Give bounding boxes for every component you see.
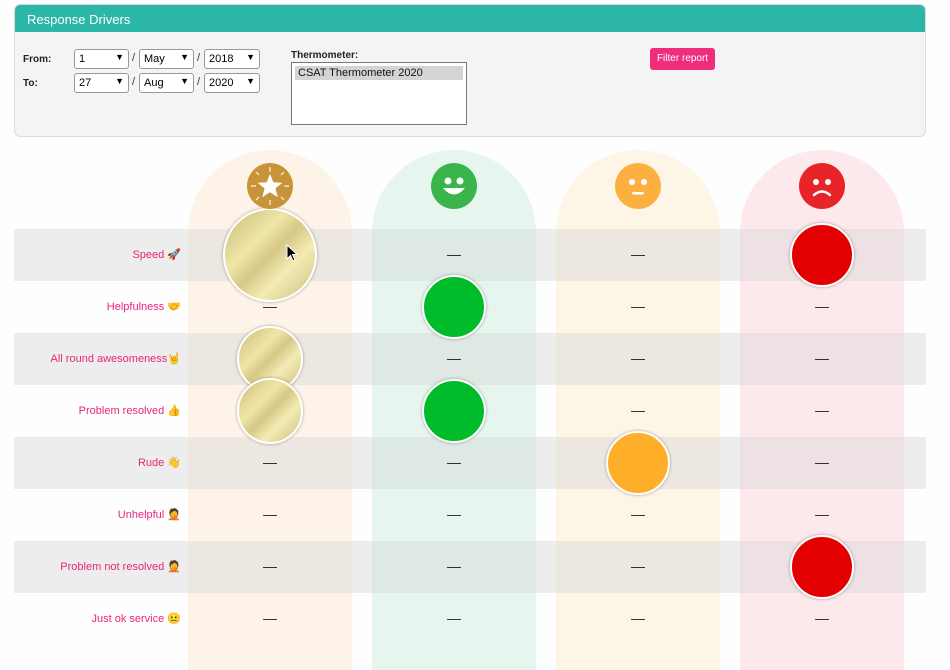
to-label: To: xyxy=(23,78,38,89)
empty-dash xyxy=(263,463,277,464)
empty-dash xyxy=(631,619,645,620)
empty-dash xyxy=(263,515,277,516)
chevron-down-icon: ▼ xyxy=(246,52,255,62)
driver-label: Unhelpful 🤦 xyxy=(117,509,181,521)
driver-row: Problem resolved 👍 xyxy=(14,385,926,437)
filter-report-button[interactable]: Filter report xyxy=(650,48,715,70)
from-label: From: xyxy=(23,54,52,65)
empty-dash xyxy=(815,463,829,464)
from-month-select[interactable]: May ▼ xyxy=(139,49,194,69)
empty-dash xyxy=(447,619,461,620)
neutral-face-icon xyxy=(615,163,661,209)
driver-row: Helpfulness 🤝 xyxy=(14,281,926,333)
mouse-pointer-icon xyxy=(286,244,298,262)
driver-bubble[interactable] xyxy=(422,379,486,443)
empty-dash xyxy=(631,411,645,412)
driver-row: All round awesomeness🤘 xyxy=(14,333,926,385)
driver-bubble[interactable] xyxy=(237,378,303,444)
empty-dash xyxy=(631,255,645,256)
empty-dash xyxy=(263,619,277,620)
driver-label: Helpfulness 🤝 xyxy=(106,301,181,313)
chevron-down-icon: ▼ xyxy=(180,76,189,86)
driver-label: Just ok service 😐 xyxy=(91,613,182,625)
chevron-down-icon: ▼ xyxy=(115,76,124,86)
empty-dash xyxy=(447,255,461,256)
driver-row: Speed 🚀 xyxy=(14,229,926,281)
driver-bubble[interactable] xyxy=(223,208,317,302)
empty-dash xyxy=(815,515,829,516)
empty-dash xyxy=(631,359,645,360)
driver-label: Speed 🚀 xyxy=(132,249,181,261)
driver-bubble[interactable] xyxy=(422,275,486,339)
driver-bubble[interactable] xyxy=(606,431,670,495)
empty-dash xyxy=(815,619,829,620)
empty-dash xyxy=(447,515,461,516)
driver-row: Rude 👋 xyxy=(14,437,926,489)
sad-face-icon xyxy=(799,163,845,209)
empty-dash xyxy=(447,567,461,568)
empty-dash xyxy=(631,307,645,308)
chevron-down-icon: ▼ xyxy=(115,52,124,62)
happy-face-icon xyxy=(431,163,477,209)
driver-row: Unhelpful 🤦 xyxy=(14,489,926,541)
driver-row: Problem not resolved 🤦 xyxy=(14,541,926,593)
driver-bubble[interactable] xyxy=(790,535,854,599)
empty-dash xyxy=(815,411,829,412)
empty-dash xyxy=(263,567,277,568)
from-day-select[interactable]: 1 ▼ xyxy=(74,49,129,69)
thermometer-option[interactable]: CSAT Thermometer 2020 xyxy=(295,66,463,80)
thermometer-listbox[interactable]: CSAT Thermometer 2020 xyxy=(291,62,467,125)
empty-dash xyxy=(631,567,645,568)
driver-row: Just ok service 😐 xyxy=(14,593,926,645)
chevron-down-icon: ▼ xyxy=(246,76,255,86)
driver-label: Problem not resolved 🤦 xyxy=(60,561,181,573)
response-drivers-panel: Response Drivers xyxy=(14,4,926,137)
to-month-select[interactable]: Aug ▼ xyxy=(139,73,194,93)
empty-dash xyxy=(631,515,645,516)
driver-bubble[interactable] xyxy=(790,223,854,287)
to-year-select[interactable]: 2020 ▼ xyxy=(204,73,260,93)
driver-label: Rude 👋 xyxy=(137,457,181,469)
empty-dash xyxy=(263,307,277,308)
empty-dash xyxy=(815,307,829,308)
panel-title: Response Drivers xyxy=(15,5,925,32)
empty-dash xyxy=(447,463,461,464)
to-day-select[interactable]: 27 ▼ xyxy=(74,73,129,93)
thermometer-label: Thermometer: xyxy=(291,50,359,61)
star-badge-icon xyxy=(247,163,293,209)
empty-dash xyxy=(447,359,461,360)
driver-label: Problem resolved 👍 xyxy=(78,405,181,417)
chevron-down-icon: ▼ xyxy=(180,52,189,62)
column-background xyxy=(556,150,720,670)
from-year-select[interactable]: 2018 ▼ xyxy=(204,49,260,69)
driver-label: All round awesomeness🤘 xyxy=(50,353,181,365)
empty-dash xyxy=(815,359,829,360)
